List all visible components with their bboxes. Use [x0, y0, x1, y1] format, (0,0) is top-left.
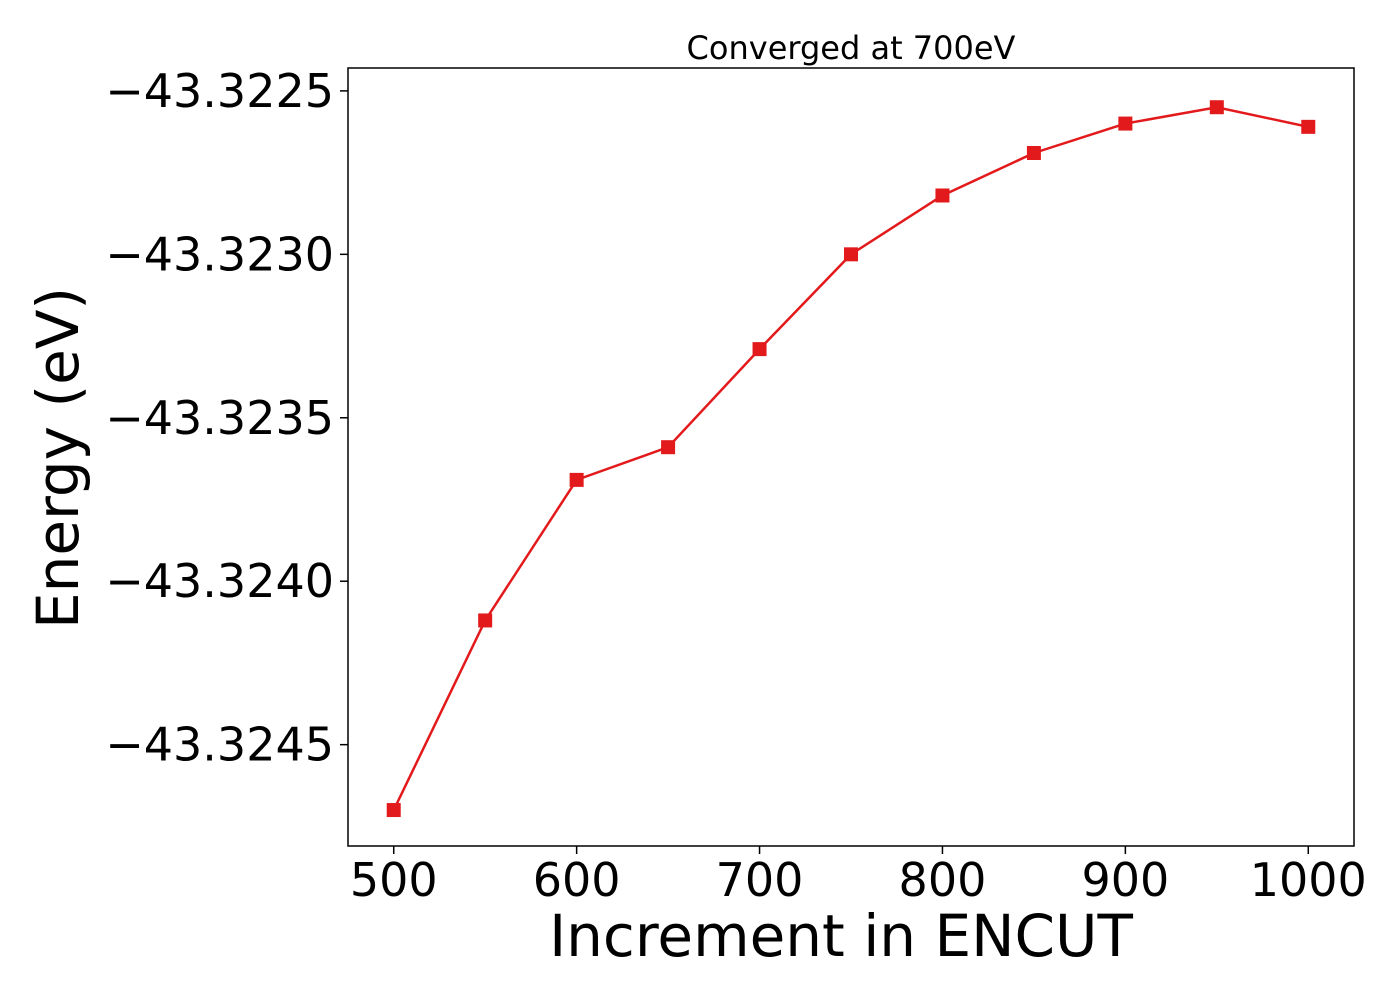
x-tick-label: 1000	[1250, 853, 1367, 907]
y-tick-label: −43.3235	[105, 391, 334, 445]
data-point	[386, 803, 401, 818]
x-tick-label: 800	[899, 853, 987, 907]
y-tick-label: −43.3230	[105, 227, 334, 281]
x-tick-label: 900	[1081, 853, 1169, 907]
data-point	[1209, 100, 1224, 115]
y-axis-label: Energy (eV)	[24, 287, 92, 629]
data-point	[1026, 145, 1041, 160]
x-tick-label: 500	[350, 853, 438, 907]
data-point	[1301, 119, 1316, 134]
y-axis: −43.3225 −43.3230 −43.3235 −43.3240 −43.3245	[105, 64, 348, 772]
data-point	[752, 342, 767, 357]
plot-area	[347, 67, 1355, 847]
x-axis-label: Increment in ENCUT	[549, 902, 1133, 970]
y-tick-label: −43.3225	[105, 64, 334, 118]
series-line	[392, 105, 1309, 811]
data-point	[569, 472, 584, 487]
data-point	[935, 188, 950, 203]
plot-frame	[347, 67, 1355, 847]
data-point	[661, 440, 676, 455]
x-tick-label: 700	[716, 853, 804, 907]
series-layer	[386, 100, 1316, 818]
data-point	[844, 247, 858, 262]
y-tick-label: −43.3245	[105, 718, 334, 772]
data-point	[1118, 116, 1133, 131]
data-point	[478, 613, 493, 628]
chart-title: Converged at 700eV	[687, 29, 1016, 67]
x-axis: 500 600 700 800 900 1000	[350, 846, 1367, 907]
x-tick-label: 600	[533, 853, 621, 907]
y-tick-label: −43.3240	[105, 554, 334, 608]
